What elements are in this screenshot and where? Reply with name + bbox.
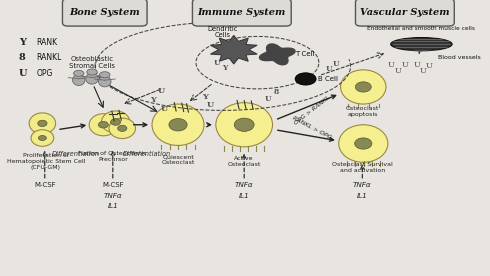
Text: RANK: RANK — [37, 38, 58, 47]
Text: Osteoblastic
Stromal Cells: Osteoblastic Stromal Cells — [69, 56, 115, 69]
Text: Y: Y — [202, 93, 208, 101]
Text: Fusion of Osteoclastic
Precursor: Fusion of Osteoclastic Precursor — [78, 151, 147, 162]
Ellipse shape — [109, 118, 136, 139]
Text: Differentiation: Differentiation — [123, 151, 172, 157]
Text: Dendritic
Cells: Dendritic Cells — [208, 26, 238, 38]
Text: IL1: IL1 — [107, 203, 118, 209]
Text: Differentiation: Differentiation — [52, 151, 100, 157]
FancyBboxPatch shape — [193, 0, 291, 26]
FancyBboxPatch shape — [355, 0, 454, 26]
Text: Quiescent
Osteoclast: Quiescent Osteoclast — [161, 155, 195, 165]
Ellipse shape — [234, 118, 254, 131]
Text: U: U — [419, 67, 426, 75]
Text: Y: Y — [221, 65, 227, 72]
Ellipse shape — [118, 125, 127, 131]
Text: Proliferation of
Hematopoietic Stem Cell
(CFU-GM): Proliferation of Hematopoietic Stem Cell… — [6, 153, 85, 170]
Text: U: U — [214, 60, 220, 67]
Polygon shape — [260, 44, 295, 65]
Text: OPG > RANKL: OPG > RANKL — [294, 95, 331, 126]
Text: U: U — [265, 95, 271, 103]
Ellipse shape — [73, 75, 85, 86]
Text: Bone System: Bone System — [70, 8, 140, 17]
Ellipse shape — [341, 70, 386, 104]
Ellipse shape — [98, 76, 111, 87]
Text: TNFα: TNFα — [353, 182, 371, 188]
Text: U: U — [207, 101, 214, 109]
Text: Y: Y — [19, 38, 26, 47]
Text: U: U — [426, 62, 433, 70]
Text: U: U — [158, 87, 165, 94]
Text: Immune System: Immune System — [197, 8, 286, 17]
Ellipse shape — [86, 73, 98, 84]
Text: Blood vessels: Blood vessels — [438, 55, 481, 60]
Text: U: U — [19, 69, 27, 78]
Circle shape — [295, 73, 316, 85]
Text: OPG: OPG — [37, 69, 53, 78]
Text: Osteoclast
apoptosis: Osteoclast apoptosis — [345, 106, 379, 116]
Ellipse shape — [216, 103, 272, 147]
Text: Y: Y — [150, 96, 156, 104]
Text: RANKL: RANKL — [37, 54, 62, 62]
Text: 8: 8 — [274, 89, 279, 96]
Ellipse shape — [89, 114, 118, 136]
Circle shape — [74, 70, 84, 76]
Polygon shape — [210, 35, 257, 64]
Text: Active
Osteoclast: Active Osteoclast — [227, 156, 261, 167]
Text: U: U — [401, 61, 408, 69]
Ellipse shape — [111, 119, 121, 125]
Text: U: U — [394, 67, 401, 75]
Ellipse shape — [169, 118, 187, 131]
Text: B Cell: B Cell — [318, 76, 339, 82]
Text: RANKL > OPG: RANKL > OPG — [292, 116, 332, 141]
Circle shape — [99, 72, 110, 78]
Text: TNFα: TNFα — [235, 182, 253, 188]
Text: U: U — [413, 61, 420, 69]
Text: U: U — [326, 65, 333, 73]
Text: IL1: IL1 — [239, 193, 249, 199]
Text: U: U — [387, 61, 394, 69]
Ellipse shape — [101, 111, 130, 133]
Circle shape — [87, 69, 97, 75]
Text: 8: 8 — [19, 54, 25, 62]
Text: M-CSF: M-CSF — [34, 182, 55, 188]
Text: Endothelial and smooth muscle cells: Endothelial and smooth muscle cells — [368, 26, 475, 31]
Text: M-CSF: M-CSF — [102, 182, 123, 188]
Ellipse shape — [339, 125, 388, 162]
Text: IL1: IL1 — [357, 193, 368, 199]
Text: Vascular System: Vascular System — [360, 8, 450, 17]
Ellipse shape — [152, 104, 204, 145]
Ellipse shape — [38, 120, 47, 126]
FancyBboxPatch shape — [62, 0, 147, 26]
Ellipse shape — [98, 121, 108, 128]
Ellipse shape — [38, 136, 47, 140]
Text: Osteoclast Survival
and activation: Osteoclast Survival and activation — [332, 162, 392, 173]
Text: TNFα: TNFα — [103, 193, 122, 199]
Ellipse shape — [31, 130, 54, 146]
Ellipse shape — [355, 82, 371, 92]
Text: U: U — [161, 105, 169, 113]
Ellipse shape — [355, 138, 372, 149]
Ellipse shape — [391, 38, 452, 51]
Ellipse shape — [29, 113, 55, 134]
Text: T Cell: T Cell — [295, 51, 314, 57]
Text: U: U — [333, 60, 340, 68]
